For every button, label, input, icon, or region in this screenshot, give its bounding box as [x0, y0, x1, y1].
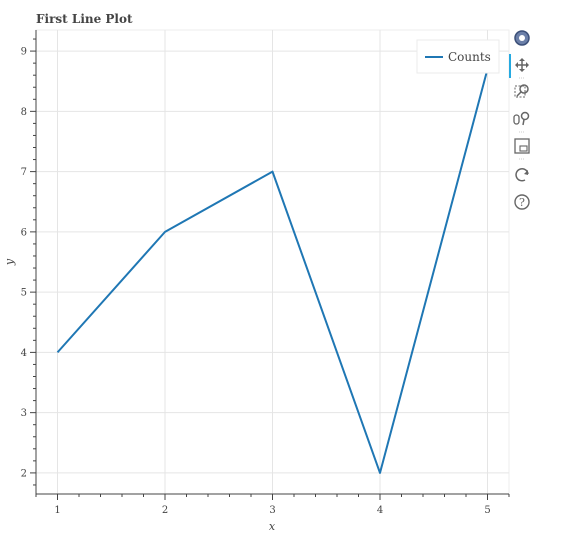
- pan-arrows: [515, 58, 529, 72]
- reset-tool-icon[interactable]: [513, 166, 531, 184]
- y-tick-label: 3: [21, 408, 27, 419]
- series-line-counts: [56, 68, 489, 474]
- toolbar: ?: [509, 30, 531, 211]
- y-tick-label: 7: [21, 167, 27, 178]
- x-tick-label: 5: [484, 505, 490, 516]
- box-zoom-tool-icon[interactable]: [513, 83, 531, 101]
- help-circle: [514, 194, 530, 210]
- box-zoom-rect: [514, 85, 526, 98]
- help-glyph: ?: [519, 196, 525, 209]
- logo-inner: [519, 35, 525, 41]
- x-tick-label: 2: [162, 505, 168, 516]
- reset-arc: [515, 168, 529, 182]
- save-outline: [514, 138, 530, 154]
- box-zoom-lens: [519, 84, 529, 94]
- wheel-lens: [520, 111, 530, 121]
- wheel-mouse: [513, 114, 520, 125]
- legend-label-counts: Counts: [448, 50, 491, 64]
- y-axis-label: y: [3, 258, 16, 266]
- x-tick-label: 3: [269, 505, 275, 516]
- y-tick-label: 8: [21, 107, 27, 118]
- y-tick-label: 5: [21, 288, 27, 299]
- y-tick-label: 4: [21, 348, 27, 359]
- y-tick-label: 9: [21, 47, 27, 58]
- axes: 1 2 3 4 5 2 3 4 5 6 7 8 9: [21, 30, 510, 516]
- bokeh-logo-icon: [514, 30, 530, 46]
- pan-tool-icon[interactable]: [513, 56, 531, 74]
- grid: [36, 30, 509, 494]
- reset-arrow: [524, 170, 528, 175]
- series-layer: [56, 68, 489, 474]
- wheel-handle: [522, 119, 525, 126]
- legend: Counts: [416, 39, 500, 74]
- y-tick-label: 6: [21, 227, 27, 238]
- y-tick-label: 2: [21, 468, 27, 479]
- box-zoom-handle: [516, 91, 522, 97]
- save-tool-icon[interactable]: [513, 137, 531, 155]
- wheel-zoom-tool-icon[interactable]: [513, 110, 531, 128]
- x-tick-label: 1: [54, 505, 60, 516]
- x-tick-label: 4: [377, 505, 383, 516]
- save-label: [519, 145, 528, 152]
- help-tool-icon[interactable]: ?: [513, 193, 531, 211]
- x-axis-label: x: [269, 520, 276, 533]
- chart-title: First Line Plot: [36, 12, 133, 26]
